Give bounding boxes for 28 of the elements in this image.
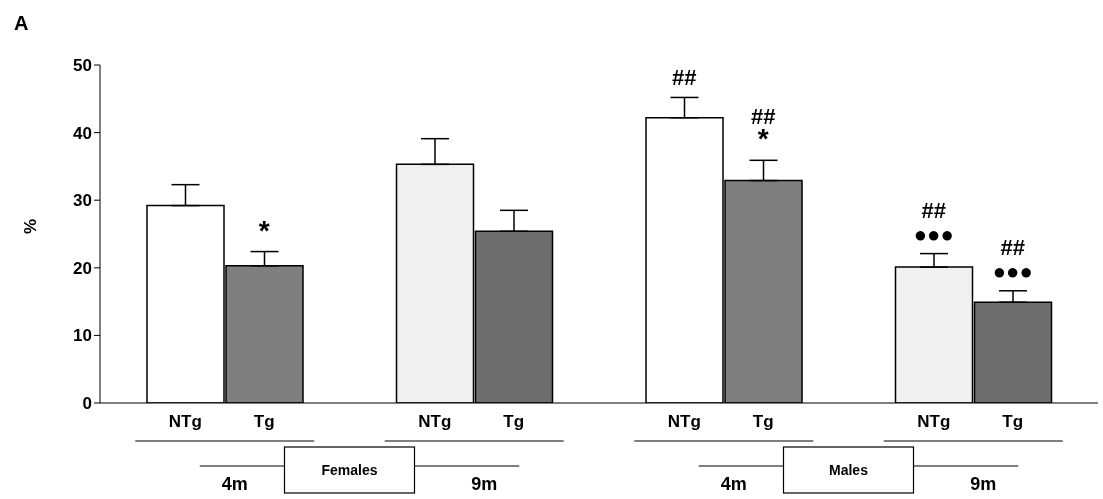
x-tick-label: Tg [752, 412, 774, 431]
x-tick-label: Tg [503, 412, 525, 431]
annotation: ●●● [992, 258, 1033, 284]
annotation: ## [672, 65, 697, 91]
annotation: * [258, 214, 270, 246]
x-tick-label: NTg [917, 412, 951, 431]
x-tick-label: Tg [1002, 412, 1024, 431]
text: 9m [471, 474, 498, 494]
text: 9m [970, 474, 997, 494]
y-tick-label: 10 [73, 326, 92, 346]
y-tick-label: 40 [73, 123, 92, 143]
text: Females [321, 462, 378, 478]
y-tick-label: 50 [73, 56, 92, 76]
x-tick-label: NTg [168, 412, 202, 431]
y-tick-label: 0 [82, 394, 92, 414]
annotation: ## [921, 197, 946, 223]
x-tick-label: Tg [253, 412, 275, 431]
annotation: ## [1000, 234, 1025, 260]
y-tick-label: 20 [73, 258, 92, 278]
y-tick-label: 30 [73, 191, 92, 211]
x-tick-label: NTg [418, 412, 452, 431]
text: 4m [221, 474, 248, 494]
annotation: ●●● [913, 221, 954, 247]
y-axis-title: % [21, 218, 41, 234]
x-tick-label: NTg [667, 412, 701, 431]
text: Males [829, 462, 869, 478]
text: A [14, 12, 29, 34]
text: 4m [720, 474, 747, 494]
